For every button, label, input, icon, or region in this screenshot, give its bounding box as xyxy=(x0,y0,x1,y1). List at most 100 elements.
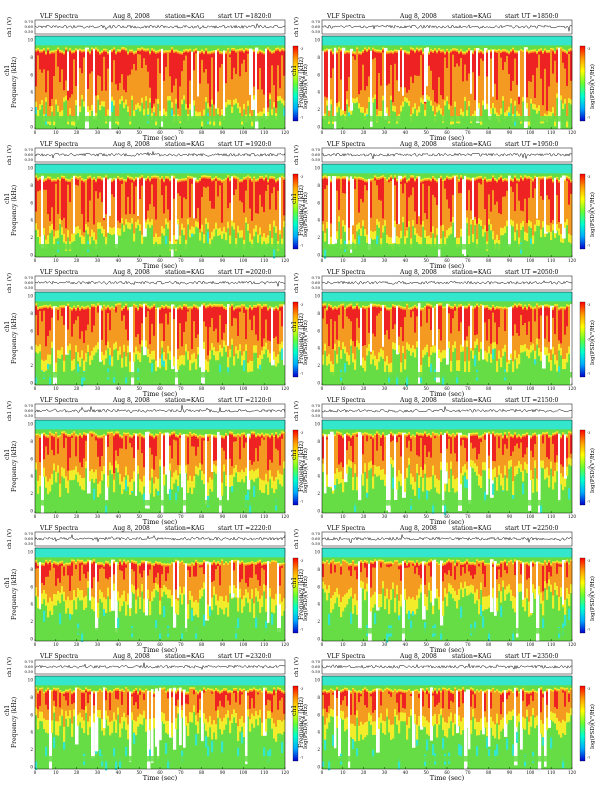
spectrogram-cell xyxy=(560,177,564,224)
spectrogram-cell xyxy=(380,36,383,46)
spectrogram-cell xyxy=(221,52,224,110)
spectrogram-cell xyxy=(408,181,411,198)
spectrogram-cell xyxy=(552,420,555,430)
spectrogram-cell xyxy=(510,164,513,174)
spectrogram-cell xyxy=(115,54,118,85)
spectrogram-cell xyxy=(255,36,258,46)
spectrogram-cell xyxy=(420,164,423,174)
spectrogram-cell xyxy=(67,565,70,576)
spectrogram-cell xyxy=(488,164,491,174)
spectrogram-cell xyxy=(195,548,198,558)
spectrogram-cell xyxy=(434,36,437,46)
spectrogram-cell xyxy=(380,177,383,239)
spectrogram-cell xyxy=(265,48,269,120)
spectrogram-cell xyxy=(322,436,325,459)
spectrogram-cell xyxy=(372,36,375,46)
spectrogram-cell xyxy=(201,177,204,225)
spectrogram-cell xyxy=(53,420,56,430)
spectrogram-cell xyxy=(362,51,365,107)
spectrogram-cell xyxy=(388,420,391,430)
spectrogram-cell xyxy=(149,548,152,558)
colorbar xyxy=(292,173,299,250)
spectrogram-cell xyxy=(544,49,547,114)
spectrogram-cell xyxy=(199,36,202,46)
spectrogram-cell xyxy=(239,437,242,460)
spectrogram-cell xyxy=(199,420,202,430)
colorbar-tick: -3 xyxy=(587,431,590,435)
spectrogram-cell xyxy=(554,36,557,46)
time-tick: 50 xyxy=(423,130,429,135)
spectrogram-cell xyxy=(534,36,537,46)
spectrogram-cell xyxy=(482,36,485,46)
spectrogram-cell xyxy=(133,181,136,215)
spectrogram-cell xyxy=(195,420,198,430)
spectrogram-cell xyxy=(416,49,419,110)
spectrogram-cell xyxy=(239,182,242,201)
spectrogram-cell xyxy=(109,292,112,302)
spectrogram-cell xyxy=(281,164,284,174)
spectrogram-cell xyxy=(217,180,220,197)
spectrogram-cell xyxy=(404,309,407,318)
panel-start-ut: start UT =1950:0 xyxy=(505,141,559,148)
spectrogram-cell xyxy=(129,36,132,46)
spectrogram-cell xyxy=(412,307,415,346)
spectrogram-cell xyxy=(107,179,110,233)
spectrogram-cell xyxy=(235,308,238,319)
panel-title: VLF Spectra xyxy=(39,269,79,276)
spectrogram-cell xyxy=(143,438,146,468)
spectrogram-cell xyxy=(87,36,90,46)
spectrogram-cell xyxy=(173,434,176,440)
spectrogram-cell xyxy=(177,180,180,220)
freq-ylabel: Frequency (kHz) xyxy=(298,441,305,492)
spectrogram-cell xyxy=(482,54,485,61)
spectrogram-cell xyxy=(255,420,258,430)
spectrogram-cell xyxy=(159,548,162,558)
spectrogram-cell xyxy=(223,565,226,602)
spectrogram-cell xyxy=(550,292,553,302)
spectrogram-cell xyxy=(147,51,150,72)
spectrogram-cell xyxy=(87,308,90,325)
spectrogram-cell xyxy=(552,164,555,174)
spectrogram-cell xyxy=(362,420,365,430)
spectrogram-cell xyxy=(129,292,132,302)
spectrogram-cell xyxy=(169,436,172,446)
spectrogram-cell xyxy=(394,434,398,500)
colorbar-tick: -5 xyxy=(587,210,590,214)
spectrogram-cell xyxy=(412,50,415,83)
colorbar-tick: -5 xyxy=(300,210,303,214)
spectrogram-cell xyxy=(179,563,182,587)
spectrogram-cell xyxy=(49,433,52,479)
spectrogram-cell xyxy=(336,164,339,174)
spectrogram-cell xyxy=(450,292,453,302)
freq-tick: 2 xyxy=(317,107,320,112)
spectrogram-cell xyxy=(356,178,359,225)
spectrogram-cell xyxy=(63,565,66,592)
spectrogram-cell xyxy=(279,292,282,302)
spectrogram-cell xyxy=(570,434,573,454)
spectrogram-cell xyxy=(490,181,493,212)
spectrogram-cell xyxy=(438,436,441,481)
spectrogram-cell xyxy=(444,503,447,515)
spectrogram-cell xyxy=(63,164,66,174)
spectrogram-cell xyxy=(440,292,443,302)
spectrogram-cell xyxy=(119,292,122,302)
spectrogram-cell xyxy=(83,548,86,558)
freq-tick: 8 xyxy=(30,183,33,188)
spectrogram-cell xyxy=(468,164,471,174)
spectrogram-cell xyxy=(125,435,128,450)
spectrogram-cell xyxy=(372,420,375,430)
spectrogram-cell xyxy=(215,177,218,223)
spectrogram-cell xyxy=(195,51,198,54)
spectrogram-cell xyxy=(265,420,268,430)
colorbar-tick: -3 xyxy=(587,47,590,51)
time-tick: 10 xyxy=(340,514,346,519)
spectrogram-cell xyxy=(512,308,515,336)
waveform-trace xyxy=(34,280,286,287)
spectrogram-cell xyxy=(131,420,134,430)
waveform-trace xyxy=(34,405,286,414)
spectrogram-cell xyxy=(492,434,495,461)
spectrogram-cell xyxy=(63,308,66,325)
spectrogram-cell xyxy=(173,52,176,86)
time-tick: 50 xyxy=(136,514,142,519)
spectrogram-cell xyxy=(446,434,449,449)
